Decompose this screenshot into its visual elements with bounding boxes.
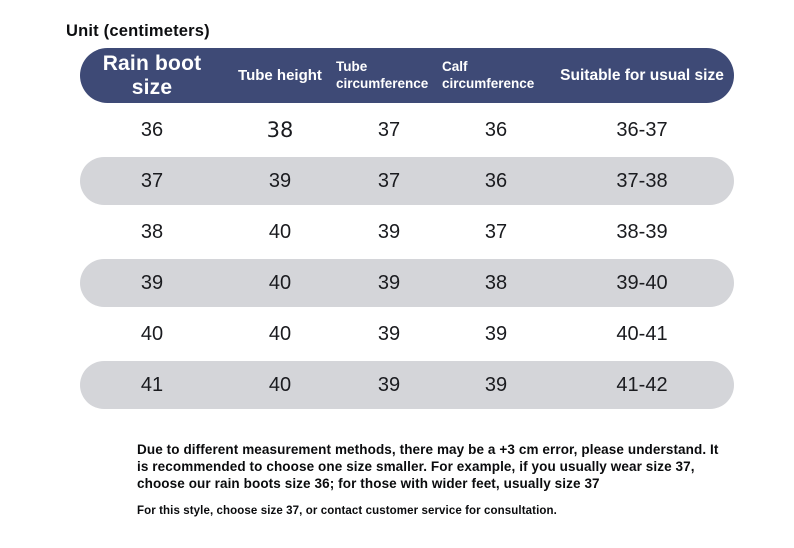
table-cell: 36 [484,169,508,192]
table-row: 37 39 37 36 37-38 [80,157,734,205]
table-cell: 40 [268,373,292,396]
table-body: 36 38 37 36 36-37 37 39 37 36 37-38 38 40 39 37 38-39 3… [80,106,734,409]
table-cell: 40-41 [616,322,668,345]
table-row: 41 40 39 39 41-42 [80,361,734,409]
table-cell: 38 [140,220,164,243]
header-cell-0: Rain boot size [102,51,202,99]
header-cell-4: Suitable for usual size [560,66,724,84]
table-header-row: Rain boot size Tube height Tube circumfere… [80,48,734,103]
table-cell: 41-42 [616,373,668,396]
table-cell: 38 [484,271,508,294]
table-cell: 40 [140,322,164,345]
table-row: 36 38 37 36 36-37 [80,106,734,154]
table-cell: 39 [140,271,164,294]
table-cell: 39 [377,271,401,294]
table-cell: 37-38 [616,169,668,192]
table-row: 40 40 39 39 40-41 [80,310,734,358]
table-cell: 39-40 [616,271,668,294]
header-cell-1: Tube height [238,67,322,84]
style-note: For this style, choose size 37, or conta… [137,505,557,517]
table-row: 39 40 39 38 39-40 [80,259,734,307]
table-cell: 39 [484,322,508,345]
table-cell: 39 [377,220,401,243]
table-cell: 39 [377,322,401,345]
table-cell: 37 [484,220,508,243]
table-cell: 38 [266,118,294,142]
table-cell: 36 [140,118,164,141]
size-table: Rain boot size Tube height Tube circumfere… [80,48,734,409]
table-row: 38 40 39 37 38-39 [80,208,734,256]
header-cell-3: Calf circumference [442,59,535,91]
page-title: Unit (centimeters) [66,22,210,40]
header-cell-2: Tube circumference [336,59,429,91]
table-cell: 40 [268,271,292,294]
table-cell: 40 [268,220,292,243]
table-cell: 36 [484,118,508,141]
table-cell: 37 [377,169,401,192]
table-cell: 39 [268,169,292,192]
table-cell: 36-37 [616,118,668,141]
measurement-note: Due to different measurement methods, th… [137,442,719,491]
table-cell: 40 [268,322,292,345]
table-cell: 39 [377,373,401,396]
table-cell: 37 [140,169,164,192]
table-cell: 39 [484,373,508,396]
table-cell: 37 [377,118,401,141]
table-cell: 41 [140,373,164,396]
table-cell: 38-39 [616,220,668,243]
